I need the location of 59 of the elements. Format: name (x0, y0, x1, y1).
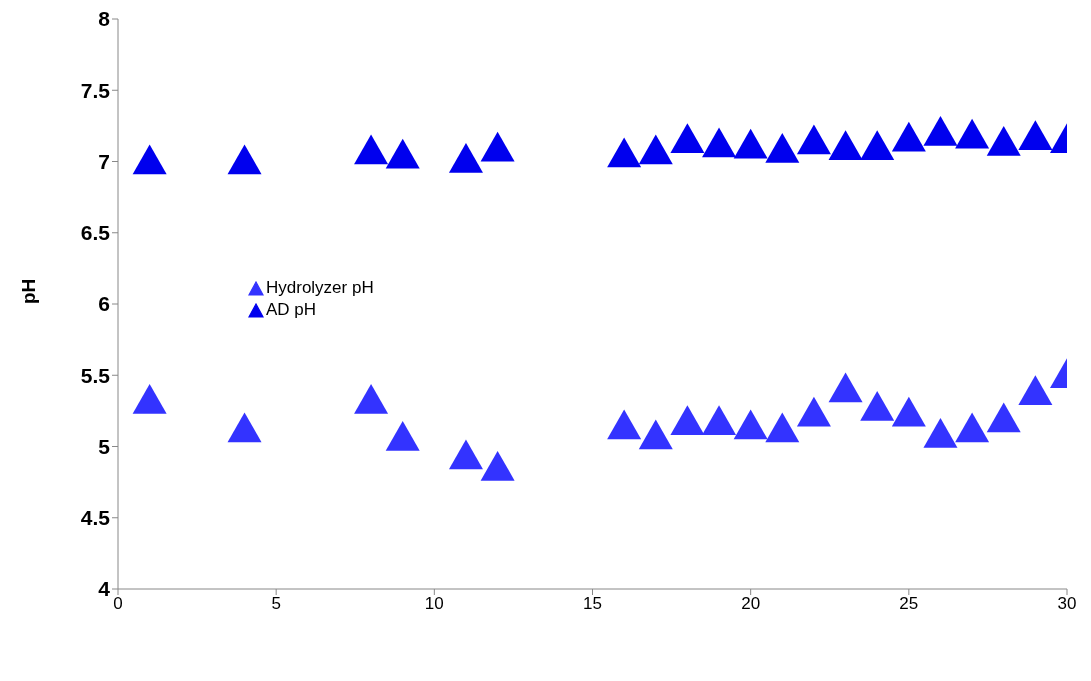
point (828, 372, 863, 403)
y-tick-label: 4 (98, 577, 111, 601)
point (132, 383, 167, 414)
point (765, 412, 800, 443)
point (132, 144, 167, 175)
point (986, 402, 1021, 433)
y-tick-label: 8 (98, 7, 111, 31)
point (955, 118, 990, 149)
point (638, 419, 673, 450)
point (385, 420, 420, 451)
y-tick-label: 6 (98, 292, 110, 316)
x-tick-label: 25 (899, 594, 919, 614)
point (923, 418, 958, 448)
point (638, 134, 673, 165)
y-tick-label: 7 (98, 149, 110, 173)
point (227, 144, 262, 175)
point (733, 128, 768, 159)
point (607, 137, 642, 168)
point (385, 138, 420, 169)
point (828, 130, 863, 160)
point (607, 409, 642, 440)
point (1018, 375, 1053, 406)
point (354, 383, 389, 414)
x-tick-label: 30 (1057, 594, 1077, 614)
point (923, 116, 958, 146)
point (480, 450, 515, 481)
x-tick-label: 0 (113, 594, 123, 614)
point (1018, 120, 1053, 151)
x-tick-label: 20 (741, 594, 761, 614)
point (765, 133, 800, 163)
point (796, 396, 831, 427)
point (860, 391, 895, 421)
point (702, 127, 737, 158)
point (448, 143, 483, 173)
point (354, 134, 389, 165)
point (891, 121, 926, 152)
point (986, 125, 1021, 156)
point (480, 131, 515, 162)
point (227, 412, 262, 443)
y-tick-label: 5.5 (80, 363, 111, 387)
y-tick-label: 5 (98, 434, 111, 458)
point (955, 412, 990, 443)
x-tick-label: 5 (271, 594, 281, 614)
point (670, 405, 705, 436)
point (891, 396, 926, 427)
x-tick-label: 10 (424, 594, 444, 614)
y-tick-label: 6.5 (80, 221, 111, 245)
point (448, 439, 483, 470)
point (702, 405, 737, 436)
x-tick-label: 15 (583, 594, 602, 614)
legend-label: Hydrolyzer pH (266, 278, 375, 298)
point (733, 409, 768, 440)
y-tick-label: 4.5 (80, 506, 111, 530)
point (796, 124, 831, 155)
point (860, 130, 895, 160)
legend-label: AD pH (266, 300, 318, 320)
y-tick-label: 7.5 (80, 78, 111, 102)
point (670, 123, 705, 153)
y-axis-title: pH (17, 278, 39, 304)
